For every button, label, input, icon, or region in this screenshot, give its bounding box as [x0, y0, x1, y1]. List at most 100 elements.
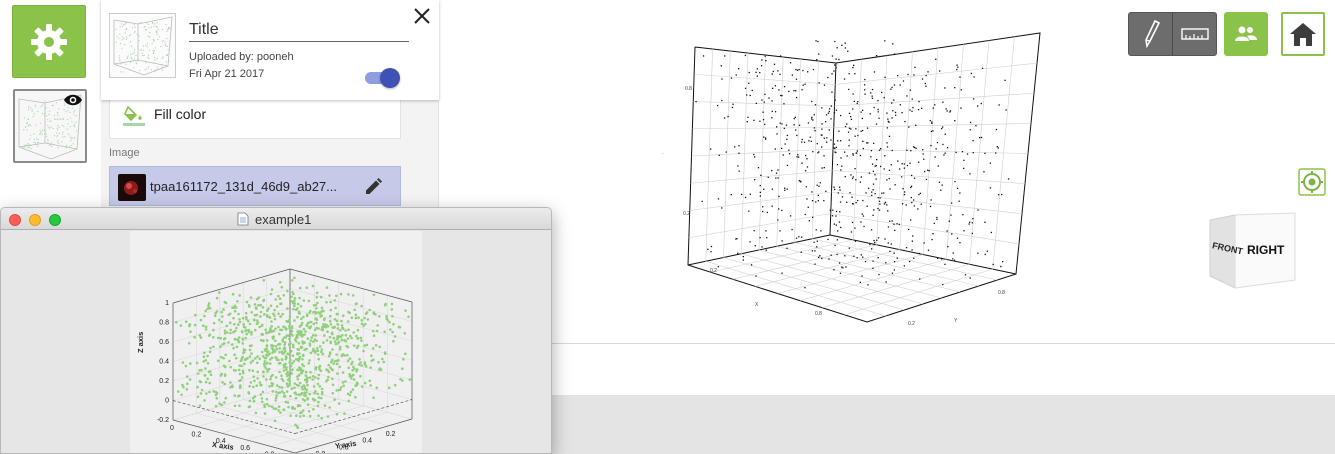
- main-plot-point: [979, 137, 981, 139]
- scatter-point: [282, 369, 286, 372]
- view-cube[interactable]: FRONT RIGHT: [1205, 210, 1297, 292]
- fill-color-button[interactable]: Fill color: [109, 93, 401, 139]
- thumbnail-dot: [67, 119, 69, 121]
- model-thumbnail[interactable]: [13, 89, 87, 163]
- scatter-point: [285, 366, 288, 369]
- scatter-point: [347, 293, 350, 296]
- clip-button[interactable]: [1129, 13, 1172, 55]
- scatter-point: [317, 377, 320, 380]
- scatter-point: [297, 359, 300, 363]
- main-plot-point: [753, 119, 755, 121]
- scatter-point: [204, 328, 208, 331]
- home-button[interactable]: [1281, 12, 1325, 56]
- window-zoom-button[interactable]: [49, 214, 61, 226]
- model-title-field[interactable]: Title: [189, 20, 409, 42]
- ruler-button[interactable]: [1173, 13, 1216, 55]
- thumbnail-dot: [65, 145, 67, 147]
- main-3d-plot[interactable]: 0.8 0.2 · 0.2 X 0.8 0.2 Y 0.8: [640, 10, 1080, 340]
- main-plot-point: [795, 78, 798, 80]
- thumbnail-dot: [57, 114, 59, 116]
- thumbnail-dot: [47, 124, 49, 127]
- view-cube-right-label[interactable]: RIGHT: [1247, 243, 1285, 257]
- scatter3d-chart[interactable]: -0.200.20.40.60.810.20.40.60.8100.20.40.…: [130, 231, 422, 454]
- scatter-point: [326, 369, 330, 372]
- close-icon[interactable]: [411, 5, 433, 27]
- scatter-point: [298, 415, 302, 418]
- thumbnail-dot: [27, 143, 29, 145]
- z-tick-label: 0.2: [159, 378, 169, 385]
- scatter-point: [330, 331, 334, 335]
- scatter-point: [286, 352, 290, 356]
- main-plot-point: [795, 129, 797, 131]
- thumbnail-dot: [58, 126, 60, 128]
- thumbnail-dot: [41, 133, 43, 135]
- visibility-toggle[interactable]: [363, 67, 401, 89]
- main-plot-point: [886, 146, 889, 148]
- thumbnail-dot: [156, 22, 158, 24]
- thumbnail-dot: [138, 22, 140, 24]
- scatter-point: [300, 385, 304, 389]
- scatter-point: [385, 315, 388, 318]
- window-close-button[interactable]: [9, 214, 21, 226]
- thumbnail-dot: [143, 26, 145, 28]
- scatter-point: [214, 393, 218, 397]
- scatter-point: [252, 375, 255, 378]
- main-plot-point: [834, 99, 836, 101]
- main-plot-point: [735, 74, 737, 76]
- scatter-point: [275, 394, 278, 397]
- figure-window[interactable]: example1 -0.200.20.40.60.810.20.40.60.81…: [0, 207, 552, 454]
- main-plot-point: [853, 255, 855, 257]
- pencil-icon[interactable]: [363, 177, 383, 197]
- main-plot-point: [860, 176, 862, 178]
- main-plot-point: [881, 192, 883, 194]
- thumbnail-dot: [62, 117, 64, 119]
- scatter-point: [282, 336, 286, 339]
- main-plot-point: [852, 176, 854, 178]
- main-plot-point: [859, 181, 862, 183]
- eye-icon[interactable]: [63, 93, 83, 107]
- main-plot-point: [823, 200, 825, 202]
- scatter-point: [335, 312, 339, 316]
- target-icon[interactable]: [1298, 168, 1326, 196]
- scatter-point: [355, 368, 359, 371]
- thumbnail-dot: [146, 68, 148, 70]
- main-plot-point: [816, 143, 818, 145]
- main-plot-point: [710, 251, 712, 253]
- scatter-point: [294, 423, 297, 427]
- figure-canvas: -0.200.20.40.60.810.20.40.60.8100.20.40.…: [130, 231, 422, 454]
- image-file-row[interactable]: tpaa161172_131d_46d9_ab27...: [109, 166, 401, 206]
- main-plot-point: [893, 84, 896, 86]
- scatter-point: [360, 304, 363, 308]
- main-plot-point: [873, 106, 875, 109]
- scatter-point: [255, 322, 259, 326]
- scatter-point: [347, 328, 350, 331]
- scatter-point: [264, 328, 267, 332]
- scatter-point: [322, 309, 325, 313]
- thumbnail-dot: [166, 38, 168, 40]
- scatter-point: [317, 414, 320, 417]
- thumbnail-dot: [151, 22, 153, 25]
- scatter-point: [233, 353, 236, 356]
- scatter-point: [337, 402, 341, 405]
- scatter-point: [258, 357, 262, 361]
- scatter-point: [360, 339, 363, 342]
- main-plot-point: [923, 158, 925, 160]
- settings-button[interactable]: [12, 5, 86, 78]
- scatter-point: [323, 334, 326, 337]
- scatter-point: [315, 317, 318, 320]
- scatter-point: [266, 354, 270, 357]
- thumbnail-dot: [153, 25, 155, 27]
- window-titlebar[interactable]: example1: [1, 208, 551, 230]
- window-minimize-button[interactable]: [29, 214, 41, 226]
- thumbnail-dot: [131, 45, 133, 47]
- main-plot-point: [915, 147, 917, 149]
- main-plot-point: [909, 260, 911, 263]
- main-plot-point: [984, 221, 986, 223]
- scatter-point: [386, 318, 390, 322]
- scatter-point: [297, 368, 301, 372]
- thumbnail-dot: [30, 147, 32, 150]
- collaborators-button[interactable]: [1224, 12, 1268, 56]
- main-plot-point: [764, 123, 766, 125]
- scatter-point: [315, 291, 319, 295]
- scatter-point: [336, 342, 340, 345]
